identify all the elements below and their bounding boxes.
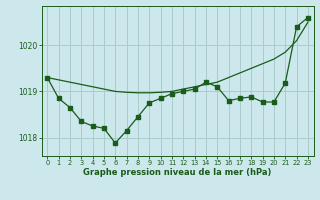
X-axis label: Graphe pression niveau de la mer (hPa): Graphe pression niveau de la mer (hPa) bbox=[84, 168, 272, 177]
